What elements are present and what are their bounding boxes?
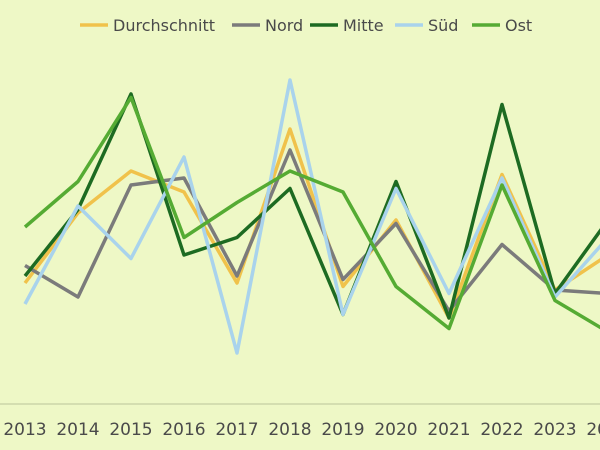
series-line-nord [24, 148, 600, 313]
x-tick-label: 2014 [56, 420, 99, 440]
x-tick-label: 2015 [109, 420, 152, 440]
x-tick-label: 2017 [215, 420, 258, 440]
x-tick-label: 2019 [321, 420, 364, 440]
series-line-süd [23, 78, 600, 355]
legend-label: Süd [428, 16, 458, 35]
plot-area [23, 78, 600, 355]
x-tick-label: 2020 [374, 420, 417, 440]
x-tick-label: 2018 [268, 420, 311, 440]
legend-item-süd: Süd [395, 16, 458, 35]
legend-item-durchschnitt: Durchschnitt [80, 16, 215, 35]
x-tick-label: 2013 [3, 420, 46, 440]
legend: Durchschnitt Nord Mitte Süd Ost [80, 16, 532, 35]
legend-item-ost: Ost [472, 16, 532, 35]
x-tick-label: 2021 [427, 420, 470, 440]
x-tick-label: 2023 [533, 420, 576, 440]
legend-label: Mitte [343, 16, 384, 35]
legend-item-nord: Nord [232, 16, 303, 35]
legend-label: Durchschnitt [113, 16, 215, 35]
legend-item-mitte: Mitte [310, 16, 384, 35]
series-line-ost [23, 95, 600, 331]
x-tick-label: 2024 [586, 420, 600, 440]
legend-label: Ost [505, 16, 532, 35]
x-tick-label: 2022 [480, 420, 523, 440]
legend-label: Nord [265, 16, 303, 35]
x-tick-label: 2016 [162, 420, 205, 440]
x-axis: 2013 2014 2015 2016 2017 2018 2019 2020 2021 2022… [3, 420, 600, 440]
